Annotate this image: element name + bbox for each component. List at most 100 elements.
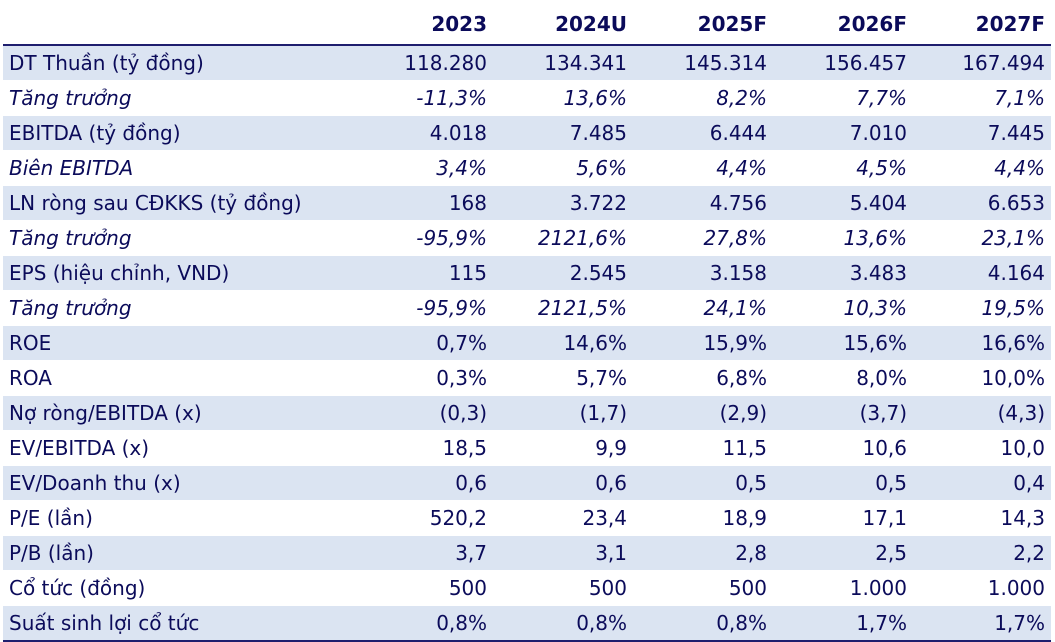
row-label: Biên EBITDA [3, 150, 343, 186]
cell-value: 4.164 [913, 255, 1051, 291]
cell-value: 4,4% [913, 150, 1051, 186]
cell-value: 16,6% [913, 325, 1051, 361]
cell-value: 500 [633, 570, 773, 606]
table-row: Cổ tức (đồng) 500 500 500 1.000 1.000 [3, 570, 1051, 606]
cell-value: 4,4% [633, 150, 773, 186]
cell-value: 14,3 [913, 500, 1051, 536]
cell-value: 15,9% [633, 325, 773, 361]
row-label: LN ròng sau CĐKKS (tỷ đồng) [3, 185, 343, 221]
cell-value: 1.000 [773, 570, 913, 606]
cell-value: 0,6 [493, 465, 633, 501]
cell-value: 5.404 [773, 185, 913, 221]
row-label: Nợ ròng/EBITDA (x) [3, 395, 343, 431]
cell-value: 8,0% [773, 360, 913, 396]
cell-value: 11,5 [633, 430, 773, 466]
header-year-2025f: 2025F [633, 4, 773, 46]
table-row: DT Thuần (tỷ đồng) 118.280 134.341 145.314 1… [3, 45, 1051, 81]
cell-value: 10,0 [913, 430, 1051, 466]
cell-value: 6.653 [913, 185, 1051, 221]
row-label: Suất sinh lợi cổ tức [3, 605, 343, 642]
cell-value: (3,7) [773, 395, 913, 431]
table-row: Tăng trưởng -11,3% 13,6% 8,2% 7,7% 7,1% [3, 80, 1051, 116]
cell-value: (1,7) [493, 395, 633, 431]
header-label-column [3, 4, 343, 46]
cell-value: 2121,6% [493, 220, 633, 256]
cell-value: 8,2% [633, 80, 773, 116]
cell-value: 2,2 [913, 535, 1051, 571]
cell-value: 23,4 [493, 500, 633, 536]
table-row: Suất sinh lợi cổ tức 0,8% 0,8% 0,8% 1,7% 1,7% [3, 605, 1051, 642]
table-row: Tăng trưởng -95,9% 2121,5% 24,1% 10,3% 19,5% [3, 290, 1051, 326]
cell-value: 118.280 [343, 45, 493, 81]
cell-value: 17,1 [773, 500, 913, 536]
cell-value: 3,7 [343, 535, 493, 571]
table-row: EPS (hiệu chỉnh, VND) 115 2.545 3.158 3.483 4… [3, 255, 1051, 291]
cell-value: 5,6% [493, 150, 633, 186]
financial-forecast-table: 2023 2024U 2025F 2026F 2027F DT Thuần (t… [3, 4, 1051, 642]
cell-value: 2.545 [493, 255, 633, 291]
row-label: DT Thuần (tỷ đồng) [3, 45, 343, 81]
cell-value: 9,9 [493, 430, 633, 466]
header-year-2024u: 2024U [493, 4, 633, 46]
header-row: 2023 2024U 2025F 2026F 2027F [3, 4, 1051, 46]
cell-value: 3,4% [343, 150, 493, 186]
cell-value: -11,3% [343, 80, 493, 116]
cell-value: 3.483 [773, 255, 913, 291]
table-row: P/B (lần) 3,7 3,1 2,8 2,5 2,2 [3, 535, 1051, 571]
cell-value: 134.341 [493, 45, 633, 81]
table-row: ROA 0,3% 5,7% 6,8% 8,0% 10,0% [3, 360, 1051, 396]
cell-value: 19,5% [913, 290, 1051, 326]
row-label: EPS (hiệu chỉnh, VND) [3, 255, 343, 291]
cell-value: 2,5 [773, 535, 913, 571]
cell-value: 156.457 [773, 45, 913, 81]
cell-value: 3.158 [633, 255, 773, 291]
cell-value: 18,9 [633, 500, 773, 536]
cell-value: 6.444 [633, 115, 773, 151]
cell-value: 4,5% [773, 150, 913, 186]
cell-value: 0,7% [343, 325, 493, 361]
row-label: EV/EBITDA (x) [3, 430, 343, 466]
table-row: Tăng trưởng -95,9% 2121,6% 27,8% 13,6% 23,1% [3, 220, 1051, 256]
cell-value: 0,5 [633, 465, 773, 501]
cell-value: 115 [343, 255, 493, 291]
cell-value: 7.485 [493, 115, 633, 151]
cell-value: 2121,5% [493, 290, 633, 326]
cell-value: 0,8% [633, 605, 773, 642]
table-row: EV/Doanh thu (x) 0,6 0,6 0,5 0,5 0,4 [3, 465, 1051, 501]
cell-value: 4.018 [343, 115, 493, 151]
cell-value: 145.314 [633, 45, 773, 81]
header-year-2023: 2023 [343, 4, 493, 46]
cell-value: 520,2 [343, 500, 493, 536]
cell-value: 0,8% [343, 605, 493, 642]
table-row: EV/EBITDA (x) 18,5 9,9 11,5 10,6 10,0 [3, 430, 1051, 466]
row-label: EBITDA (tỷ đồng) [3, 115, 343, 151]
cell-value: 168 [343, 185, 493, 221]
table-body: DT Thuần (tỷ đồng) 118.280 134.341 145.314 1… [3, 45, 1051, 642]
table-row: EBITDA (tỷ đồng) 4.018 7.485 6.444 7.010 7.44… [3, 115, 1051, 151]
cell-value: 7,1% [913, 80, 1051, 116]
cell-value: 24,1% [633, 290, 773, 326]
cell-value: 7,7% [773, 80, 913, 116]
cell-value: (4,3) [913, 395, 1051, 431]
cell-value: 6,8% [633, 360, 773, 396]
row-label: EV/Doanh thu (x) [3, 465, 343, 501]
cell-value: 1,7% [913, 605, 1051, 642]
row-label: P/E (lần) [3, 500, 343, 536]
cell-value: 15,6% [773, 325, 913, 361]
cell-value: 18,5 [343, 430, 493, 466]
cell-value: 13,6% [773, 220, 913, 256]
cell-value: 0,8% [493, 605, 633, 642]
table-row: Nợ ròng/EBITDA (x) (0,3) (1,7) (2,9) (3,7) (4… [3, 395, 1051, 431]
cell-value: 0,6 [343, 465, 493, 501]
cell-value: 27,8% [633, 220, 773, 256]
row-label: ROE [3, 325, 343, 361]
cell-value: 23,1% [913, 220, 1051, 256]
cell-value: 0,5 [773, 465, 913, 501]
cell-value: 10,6 [773, 430, 913, 466]
cell-value: 7.010 [773, 115, 913, 151]
cell-value: 14,6% [493, 325, 633, 361]
cell-value: 5,7% [493, 360, 633, 396]
row-label: ROA [3, 360, 343, 396]
cell-value: 1,7% [773, 605, 913, 642]
